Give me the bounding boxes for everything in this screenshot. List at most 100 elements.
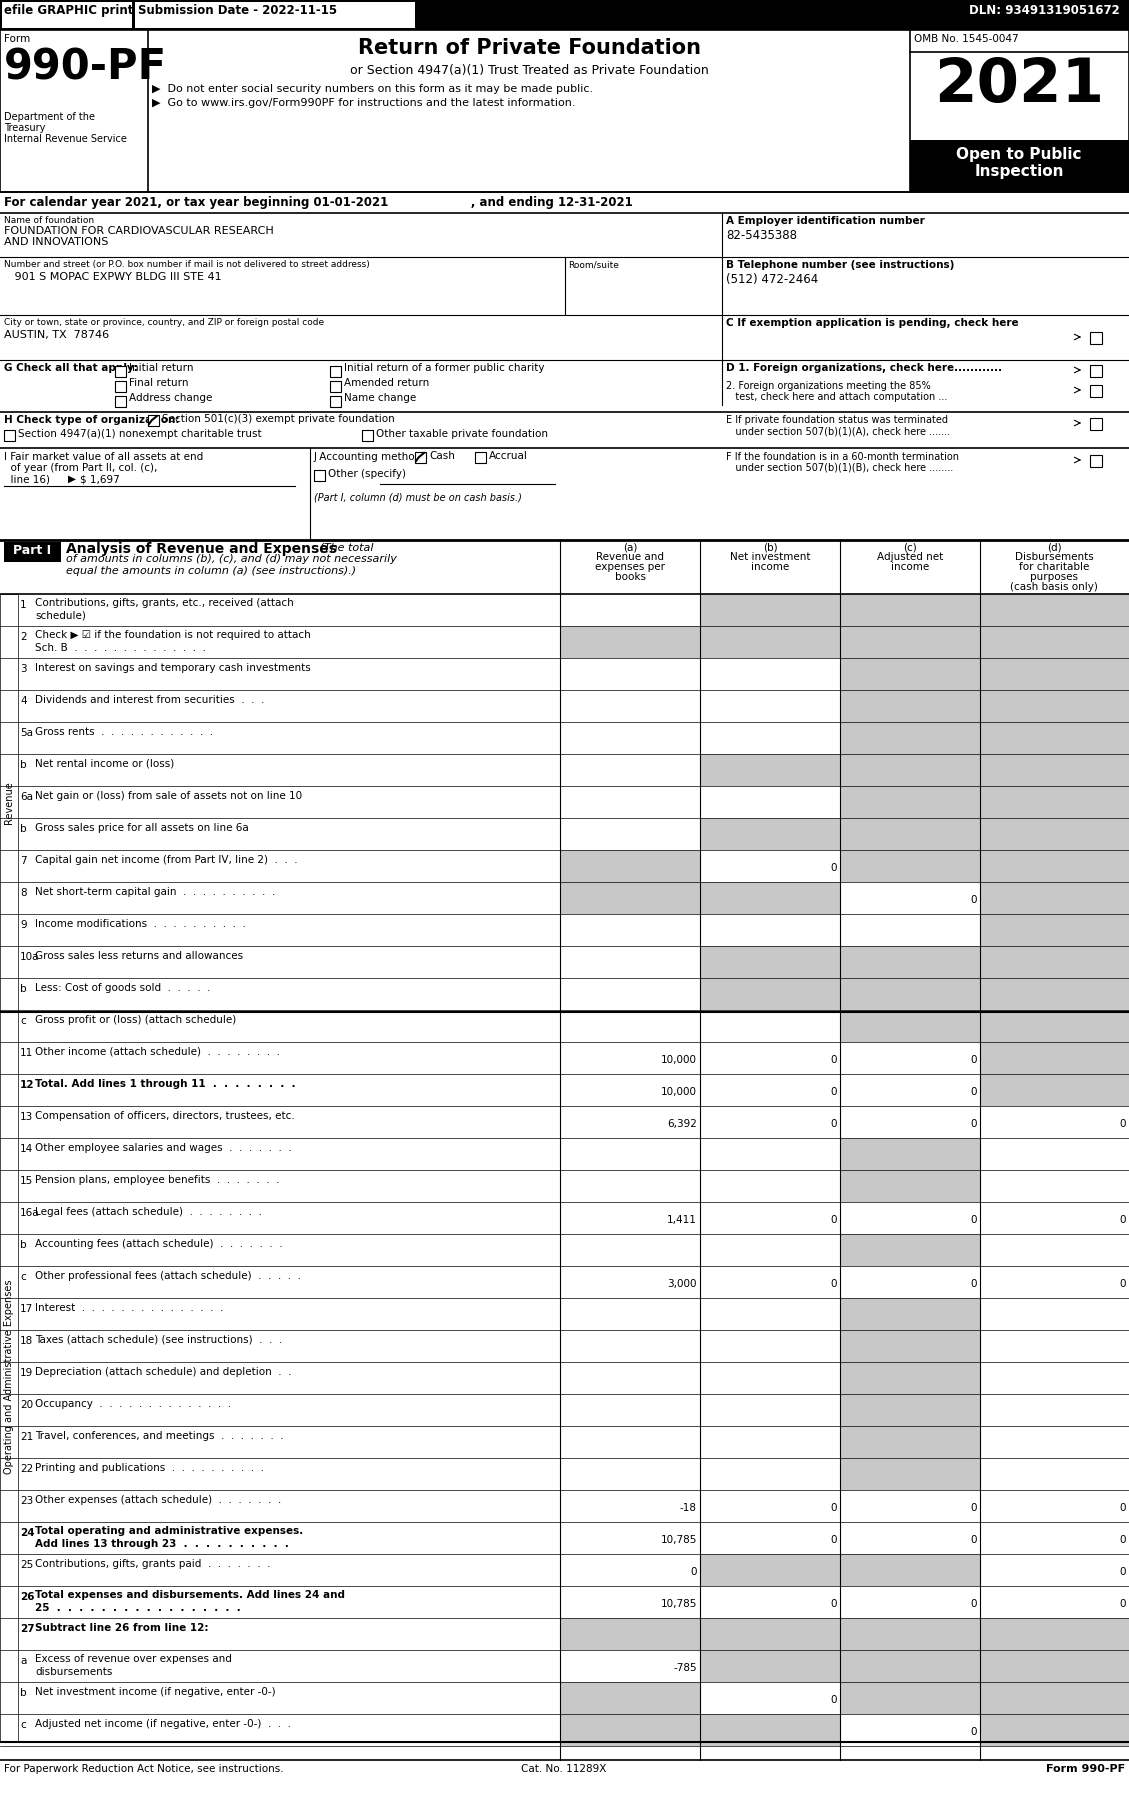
Text: of amounts in columns (b), (c), and (d) may not necessarily: of amounts in columns (b), (c), and (d) … [65,554,397,565]
Text: E If private foundation status was terminated: E If private foundation status was termi… [726,415,948,424]
Bar [840,1426,980,1458]
Text: 12: 12 [20,1081,35,1090]
Bar [0,1012,18,1742]
Text: line 16): line 16) [5,475,50,484]
Text: 24: 24 [20,1528,35,1537]
Text: 0: 0 [971,1055,977,1064]
Bar [700,1651,840,1681]
Bar [700,946,840,978]
Text: Interest  .  .  .  .  .  .  .  .  .  .  .  .  .  .  .: Interest . . . . . . . . . . . . . . . [35,1304,224,1313]
Text: 901 S MOPAC EXPWY BLDG III STE 41: 901 S MOPAC EXPWY BLDG III STE 41 [5,271,221,282]
Text: Net short-term capital gain  .  .  .  .  .  .  .  .  .  .: Net short-term capital gain . . . . . . … [35,886,275,897]
Text: Inspection: Inspection [974,164,1064,180]
Text: 15: 15 [20,1176,33,1187]
Bar [415,451,426,464]
Bar [980,593,1129,626]
Text: under section 507(b)(1)(B), check here ........: under section 507(b)(1)(B), check here .… [726,464,953,473]
Bar [840,1393,980,1426]
Text: 0: 0 [971,1118,977,1129]
Text: Return of Private Foundation: Return of Private Foundation [358,38,700,58]
Text: 0: 0 [831,1088,837,1097]
Text: Form: Form [5,34,30,43]
Text: a: a [20,1656,26,1667]
Bar [840,1681,980,1713]
Text: Check ▶ ☑ if the foundation is not required to attach: Check ▶ ☑ if the foundation is not requi… [35,629,310,640]
Bar [560,1681,700,1713]
Text: Revenue: Revenue [5,782,14,823]
Text: Final return: Final return [129,378,189,388]
Text: Number and street (or P.O. box number if mail is not delivered to street address: Number and street (or P.O. box number if… [5,261,370,270]
Text: 22: 22 [20,1464,33,1474]
Text: 6a: 6a [20,791,33,802]
Text: Name change: Name change [344,394,417,403]
Text: b: b [20,984,27,994]
Text: c: c [20,1271,26,1282]
Text: Other employee salaries and wages  .  .  .  .  .  .  .: Other employee salaries and wages . . . … [35,1144,291,1153]
Bar [475,451,485,464]
Text: 0: 0 [1120,1535,1126,1544]
Text: 2. Foreign organizations meeting the 85%: 2. Foreign organizations meeting the 85% [726,381,930,390]
Text: 0: 0 [971,895,977,904]
Text: 6,392: 6,392 [667,1118,697,1129]
Text: Amended return: Amended return [344,378,429,388]
Text: Accrual: Accrual [489,451,528,460]
Text: 21: 21 [20,1431,33,1442]
Text: 3,000: 3,000 [667,1278,697,1289]
Bar [0,0,1129,31]
Bar [980,850,1129,883]
Bar [330,396,341,406]
Text: expenses per: expenses per [595,563,665,572]
Text: B Telephone number (see instructions): B Telephone number (see instructions) [726,261,954,270]
Text: 14: 14 [20,1144,33,1154]
Bar [700,753,840,786]
Bar [980,913,1129,946]
Text: Cat. No. 11289X: Cat. No. 11289X [522,1764,606,1775]
Text: City or town, state or province, country, and ZIP or foreign postal code: City or town, state or province, country… [5,318,324,327]
Text: $ 1,697: $ 1,697 [80,475,120,484]
Text: For Paperwork Reduction Act Notice, see instructions.: For Paperwork Reduction Act Notice, see … [5,1764,283,1775]
Text: Net rental income or (loss): Net rental income or (loss) [35,759,174,770]
Text: ▶: ▶ [68,475,76,484]
Text: Disbursements: Disbursements [1015,552,1093,563]
Bar [1089,417,1102,430]
Bar [5,430,15,441]
Text: Occupancy  .  .  .  .  .  .  .  .  .  .  .  .  .  .: Occupancy . . . . . . . . . . . . . . [35,1399,231,1410]
Text: A Employer identification number: A Employer identification number [726,216,925,227]
Bar [148,415,159,426]
Text: Department of the: Department of the [5,111,95,122]
Text: 17: 17 [20,1304,33,1314]
Text: Internal Revenue Service: Internal Revenue Service [5,135,126,144]
Text: b: b [20,823,27,834]
Text: 5a: 5a [20,728,33,737]
Bar [840,753,980,786]
Text: 27: 27 [20,1624,35,1634]
Text: Legal fees (attach schedule)  .  .  .  .  .  .  .  .: Legal fees (attach schedule) . . . . . .… [35,1206,262,1217]
Text: Contributions, gifts, grants, etc., received (attach: Contributions, gifts, grants, etc., rece… [35,599,294,608]
Text: 2021: 2021 [934,56,1104,115]
Text: Section 501(c)(3) exempt private foundation: Section 501(c)(3) exempt private foundat… [161,414,395,424]
Bar [700,626,840,658]
Text: Income modifications  .  .  .  .  .  .  .  .  .  .: Income modifications . . . . . . . . . . [35,919,246,930]
Bar [560,1618,700,1651]
Text: 13: 13 [20,1111,33,1122]
Text: Travel, conferences, and meetings  .  .  .  .  .  .  .: Travel, conferences, and meetings . . . … [35,1431,283,1440]
Text: Gross rents  .  .  .  .  .  .  .  .  .  .  .  .: Gross rents . . . . . . . . . . . . [35,726,213,737]
Bar [135,2,415,29]
Bar [840,1233,980,1266]
Text: (a): (a) [623,541,637,552]
Text: Sch. B  .  .  .  .  .  .  .  .  .  .  .  .  .  .: Sch. B . . . . . . . . . . . . . . [35,644,205,653]
Bar [980,946,1129,978]
Text: 7: 7 [20,856,27,867]
Text: 0: 0 [831,1055,837,1064]
Text: Adjusted net: Adjusted net [877,552,943,563]
Bar [840,818,980,850]
Bar [980,1651,1129,1681]
Bar [980,723,1129,753]
Text: Net investment: Net investment [729,552,811,563]
Text: 0: 0 [1120,1598,1126,1609]
Bar [980,1618,1129,1651]
Bar [840,593,980,626]
Text: 2: 2 [20,633,27,642]
Bar [840,1618,980,1651]
Text: 0: 0 [831,1215,837,1224]
